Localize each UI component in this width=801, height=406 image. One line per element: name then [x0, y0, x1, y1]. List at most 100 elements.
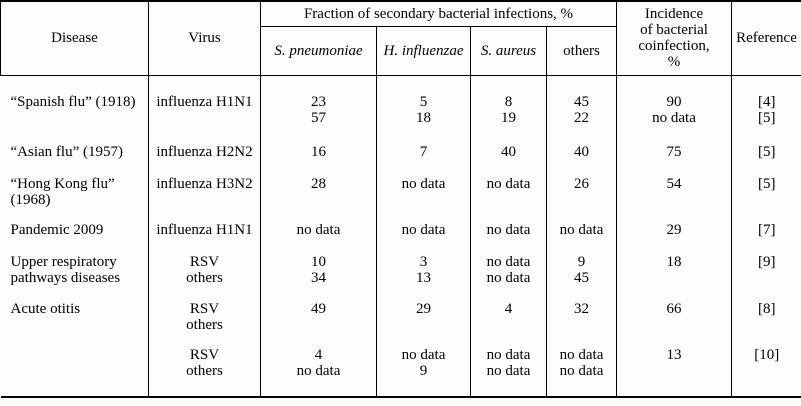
cell-reference: [9] — [731, 248, 801, 295]
cell-line: [4] — [758, 93, 776, 110]
cell-line: 3 — [419, 254, 428, 270]
cell-line: others — [186, 270, 223, 286]
cell-s-aureus: no data — [470, 216, 547, 248]
cell-incidence: 66 — [616, 295, 732, 342]
cell-line: no data — [296, 222, 341, 238]
cell-line: influenza H2N2 — [156, 144, 253, 160]
cell-others: 26 — [546, 170, 617, 216]
cell-virus: RSV others — [148, 295, 261, 342]
cell-s-aureus: 40 — [470, 138, 547, 170]
cell-h-influenzae: no data — [376, 170, 471, 216]
cell-s-pneumoniae: 28 — [260, 170, 377, 216]
cell-line: no data — [486, 222, 531, 238]
header-row-top: Disease Virus Fraction of secondary bact… — [0, 0, 801, 76]
cell-s-pneumoniae: 10 34 — [260, 248, 377, 295]
cell-line: 32 — [574, 301, 589, 317]
cell-line: RSV — [189, 301, 220, 317]
cell-line: 45 — [574, 270, 589, 286]
cell-line: 5 — [419, 93, 428, 110]
cell-disease: Pandemic 2009 — [0, 216, 149, 248]
cell-line: 29 — [666, 222, 682, 238]
cell-line: [5] — [758, 109, 776, 126]
table-row: Upper respiratory pathways diseases RSV ot… — [0, 248, 801, 295]
cell-incidence: 54 — [616, 170, 732, 216]
cell-s-pneumoniae: no data — [260, 216, 377, 248]
cell-line: RSV — [189, 254, 220, 270]
cell-line: Pandemic 2009 — [10, 222, 104, 238]
cell-line: 75 — [666, 144, 682, 160]
cell-incidence: 18 — [616, 248, 732, 295]
cell-disease: Acute otitis — [0, 295, 149, 342]
cell-line: 29 — [416, 301, 431, 317]
cell-line: [8] — [758, 301, 776, 317]
cell-line: 57 — [311, 109, 326, 126]
cell-others: 9 45 — [546, 248, 617, 295]
cell-line: no data — [401, 222, 446, 238]
cell-line: 16 — [311, 144, 326, 160]
cell-reference: [10] — [731, 342, 801, 397]
cell-line: “Hong Kong flu” — [10, 176, 115, 192]
cell-line: 4 — [314, 347, 323, 363]
cell-incidence: 29 — [616, 216, 732, 248]
cell-line: [7] — [758, 222, 776, 238]
cell-line: no data — [559, 363, 604, 379]
col-header-virus: Virus — [148, 0, 261, 76]
cell-line: [10] — [754, 347, 780, 363]
table-row: RSV others 4 no data no data 9 no data no da… — [0, 342, 801, 397]
table-row: “Hong Kong flu” (1968) influenza H3N2 28 … — [0, 170, 801, 216]
cell-line: (1968) — [10, 192, 51, 208]
cell-line: others — [186, 317, 223, 333]
cell-line: no data — [296, 363, 341, 379]
table-row: Acute otitis RSV others 49 29 4 32 66 [8] — [0, 295, 801, 342]
cell-virus: influenza H3N2 — [148, 170, 261, 216]
cell-incidence: 13 — [616, 342, 732, 397]
cell-line: 54 — [666, 176, 682, 192]
cell-line: 40 — [574, 144, 589, 160]
cell-line: 8 — [504, 93, 513, 110]
cell-line: no data — [652, 109, 696, 126]
cell-s-aureus: 4 — [470, 295, 547, 342]
cell-incidence: 75 — [616, 138, 732, 170]
cell-s-aureus: no data — [470, 170, 547, 216]
cell-virus: influenza H1N1 — [148, 75, 261, 138]
cell-virus: RSV others — [148, 342, 261, 397]
col-header-others: others — [546, 25, 617, 76]
cell-line: pathways diseases — [10, 270, 121, 286]
cell-line: 49 — [311, 301, 326, 317]
cell-disease: “Hong Kong flu” (1968) — [0, 170, 149, 216]
col-header-s-pneumoniae: S. pneumoniae — [260, 25, 377, 76]
cell-line: no data — [559, 222, 604, 238]
cell-h-influenzae: 29 — [376, 295, 471, 342]
cell-virus: influenza H1N1 — [148, 216, 261, 248]
cell-line: RSV — [189, 347, 220, 363]
cell-reference: [8] — [731, 295, 801, 342]
cell-line: Upper respiratory — [10, 254, 117, 270]
table-body: “Spanish flu” (1918) influenza H1N1 23 57… — [0, 75, 801, 397]
cell-s-pneumoniae: 16 — [260, 138, 377, 170]
cell-line: 18 — [416, 109, 431, 126]
table-row: “Spanish flu” (1918) influenza H1N1 23 57… — [0, 75, 801, 138]
cell-line: [9] — [758, 254, 776, 270]
cell-disease: “Spanish flu” (1918) — [0, 75, 149, 138]
cell-line: 40 — [501, 144, 516, 160]
col-header-s-aureus: S. aureus — [470, 25, 547, 76]
cell-line: coinfection, — [638, 38, 710, 55]
cell-others: 45 22 — [546, 75, 617, 138]
cell-line: 19 — [501, 109, 516, 126]
cell-line: no data — [486, 254, 531, 270]
cell-line: influenza H1N1 — [156, 93, 253, 110]
cell-line: 26 — [574, 176, 589, 192]
cell-line: “Spanish flu” (1918) — [10, 93, 136, 110]
cell-s-pneumoniae: 4 no data — [260, 342, 377, 397]
cell-virus: influenza H2N2 — [148, 138, 261, 170]
table-row: Pandemic 2009 influenza H1N1 no data no … — [0, 216, 801, 248]
cell-h-influenzae: no data 9 — [376, 342, 471, 397]
cell-line: no data — [401, 347, 446, 363]
cell-disease — [0, 342, 149, 397]
cell-line: 10 — [311, 254, 326, 270]
cell-line: 23 — [311, 93, 326, 110]
cell-line: % — [667, 54, 681, 71]
col-header-h-influenzae: H. influenzae — [376, 25, 471, 76]
